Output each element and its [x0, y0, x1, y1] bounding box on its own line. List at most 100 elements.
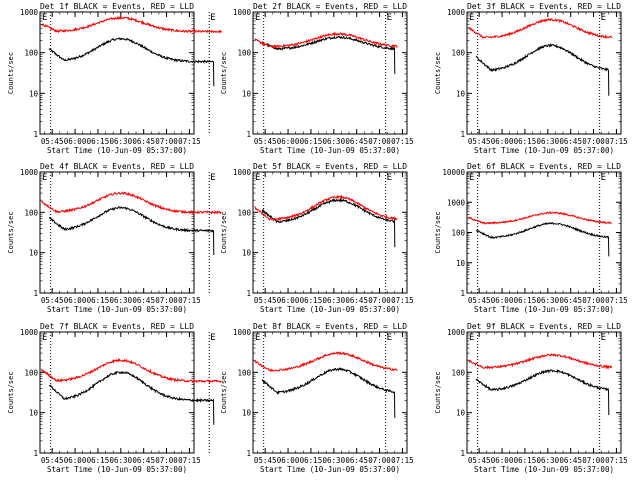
panel-title: Det 7f BLACK = Events, RED = LLD: [40, 322, 194, 331]
y-tick-label: 100: [24, 49, 38, 58]
x-tick-label: 06:00: [64, 456, 87, 465]
x-axis-label: Start Time (10-Jun-09 05:37:00): [260, 465, 400, 474]
panel-det-5: Det 5f BLACK = Events, RED = LLD 1 10 100 10…: [220, 162, 414, 314]
y-tick-label: 1: [460, 130, 465, 139]
series-lld-line: [254, 351, 398, 373]
x-tick-label: 06:30: [323, 137, 346, 146]
plot-frame: [39, 331, 195, 454]
x-tick-label: 07:00: [155, 456, 178, 465]
y-tick-label: 100: [237, 49, 251, 58]
y-tick-label: 1: [246, 449, 251, 458]
x-tick-label: 07:00: [582, 456, 605, 465]
x-tick-label: 07:15: [178, 137, 201, 146]
series-events-line: [475, 222, 610, 257]
x-tick-label: 06:15: [300, 456, 323, 465]
y-tick-label: 1000: [233, 328, 252, 337]
x-tick-label: 05:45: [468, 456, 491, 465]
x-axis-label: Start Time (10-Jun-09 05:37:00): [260, 146, 400, 155]
x-tick-label: 05:45: [254, 137, 277, 146]
x-tick-label: 07:15: [391, 296, 414, 305]
event-marker-label: E: [469, 13, 474, 23]
y-tick-label: 100: [237, 208, 251, 217]
y-axis-label: Counts/sec: [434, 211, 442, 253]
panel-det-8: Det 8f BLACK = Events, RED = LLD 1 10 100 10…: [220, 322, 414, 474]
x-tick-label: 06:45: [559, 137, 582, 146]
y-axis-label: Counts/sec: [220, 52, 228, 94]
y-tick-label: 100: [451, 368, 465, 377]
y-axis-label: Counts/sec: [7, 211, 15, 253]
y-tick-label: 10000: [442, 168, 465, 177]
y-axis-label: Counts/sec: [434, 371, 442, 413]
plot-frame: [466, 11, 622, 135]
x-tick-label: 06:00: [277, 296, 300, 305]
y-tick-label: 1: [460, 449, 465, 458]
x-tick-label: 07:15: [178, 296, 201, 305]
y-tick-label: 10: [29, 89, 39, 98]
x-tick-label: 06:30: [537, 137, 560, 146]
panel-det-6: Det 6f BLACK = Events, RED = LLD 1 10 100 10…: [434, 162, 628, 314]
event-marker-label: E: [210, 333, 215, 343]
x-tick-label: 05:45: [41, 296, 64, 305]
panel-det-4: Det 4f BLACK = Events, RED = LLD 1 10 100 10…: [7, 162, 222, 314]
plot-frame: [466, 331, 622, 454]
event-marker-label: E: [255, 13, 260, 23]
plot-frame: [252, 171, 408, 294]
x-tick-label: 06:45: [132, 296, 155, 305]
series-events-line: [48, 206, 215, 256]
x-axis-label: Start Time (10-Jun-09 05:37:00): [47, 305, 187, 314]
x-tick-label: 05:45: [254, 456, 277, 465]
panel-title: Det 3f BLACK = Events, RED = LLD: [467, 2, 621, 11]
y-tick-label: 10: [29, 409, 39, 418]
y-axis-label: Counts/sec: [434, 52, 442, 94]
x-tick-label: 06:30: [110, 456, 133, 465]
x-tick-label: 06:30: [323, 456, 346, 465]
x-tick-label: 06:45: [345, 296, 368, 305]
y-tick-label: 1: [246, 289, 251, 298]
series-events-line: [261, 367, 396, 418]
event-marker-label: E: [210, 13, 215, 23]
x-tick-label: 05:45: [254, 296, 277, 305]
series-lld-line: [41, 357, 222, 384]
x-tick-label: 06:15: [87, 296, 110, 305]
x-tick-label: 07:00: [155, 296, 178, 305]
x-tick-label: 06:30: [323, 296, 346, 305]
x-tick-label: 07:00: [368, 456, 391, 465]
x-tick-label: 06:30: [537, 296, 560, 305]
series-lld-line: [254, 31, 398, 49]
x-tick-label: 06:15: [514, 137, 537, 146]
x-axis-label: Start Time (10-Jun-09 05:37:00): [47, 146, 187, 155]
x-tick-label: 06:00: [491, 296, 514, 305]
x-tick-label: 07:15: [391, 456, 414, 465]
x-tick-label: 06:00: [277, 137, 300, 146]
plot-frame: [252, 11, 408, 135]
series-events-line: [475, 368, 610, 416]
event-marker-label: E: [601, 13, 606, 23]
x-tick-label: 06:00: [277, 456, 300, 465]
event-marker-label: E: [601, 173, 606, 183]
event-marker-label: E: [255, 173, 260, 183]
y-tick-label: 100: [24, 208, 38, 217]
x-tick-label: 07:15: [391, 137, 414, 146]
panel-title: Det 4f BLACK = Events, RED = LLD: [40, 162, 194, 171]
y-tick-label: 100: [237, 368, 251, 377]
y-axis-label: Counts/sec: [7, 371, 15, 413]
y-tick-label: 1000: [20, 8, 39, 17]
y-tick-label: 1: [246, 130, 251, 139]
series-events-line: [261, 197, 396, 248]
series-lld-line: [468, 17, 612, 40]
panel-det-7: Det 7f BLACK = Events, RED = LLD 1 10 100 10…: [7, 322, 222, 474]
event-marker-label: E: [210, 173, 215, 183]
y-tick-label: 1000: [447, 328, 466, 337]
panel-title: Det 6f BLACK = Events, RED = LLD: [467, 162, 621, 171]
y-tick-label: 10: [456, 259, 466, 268]
y-tick-label: 10: [242, 89, 252, 98]
event-marker-label: E: [469, 173, 474, 183]
x-tick-label: 07:15: [605, 137, 628, 146]
panel-det-3: Det 3f BLACK = Events, RED = LLD 1 10 100 10…: [434, 2, 628, 155]
y-tick-label: 1000: [233, 168, 252, 177]
y-tick-label: 10: [29, 249, 39, 258]
y-tick-label: 1: [33, 289, 38, 298]
x-tick-label: 06:15: [514, 296, 537, 305]
x-tick-label: 06:00: [64, 137, 87, 146]
series-events-line: [48, 370, 215, 425]
